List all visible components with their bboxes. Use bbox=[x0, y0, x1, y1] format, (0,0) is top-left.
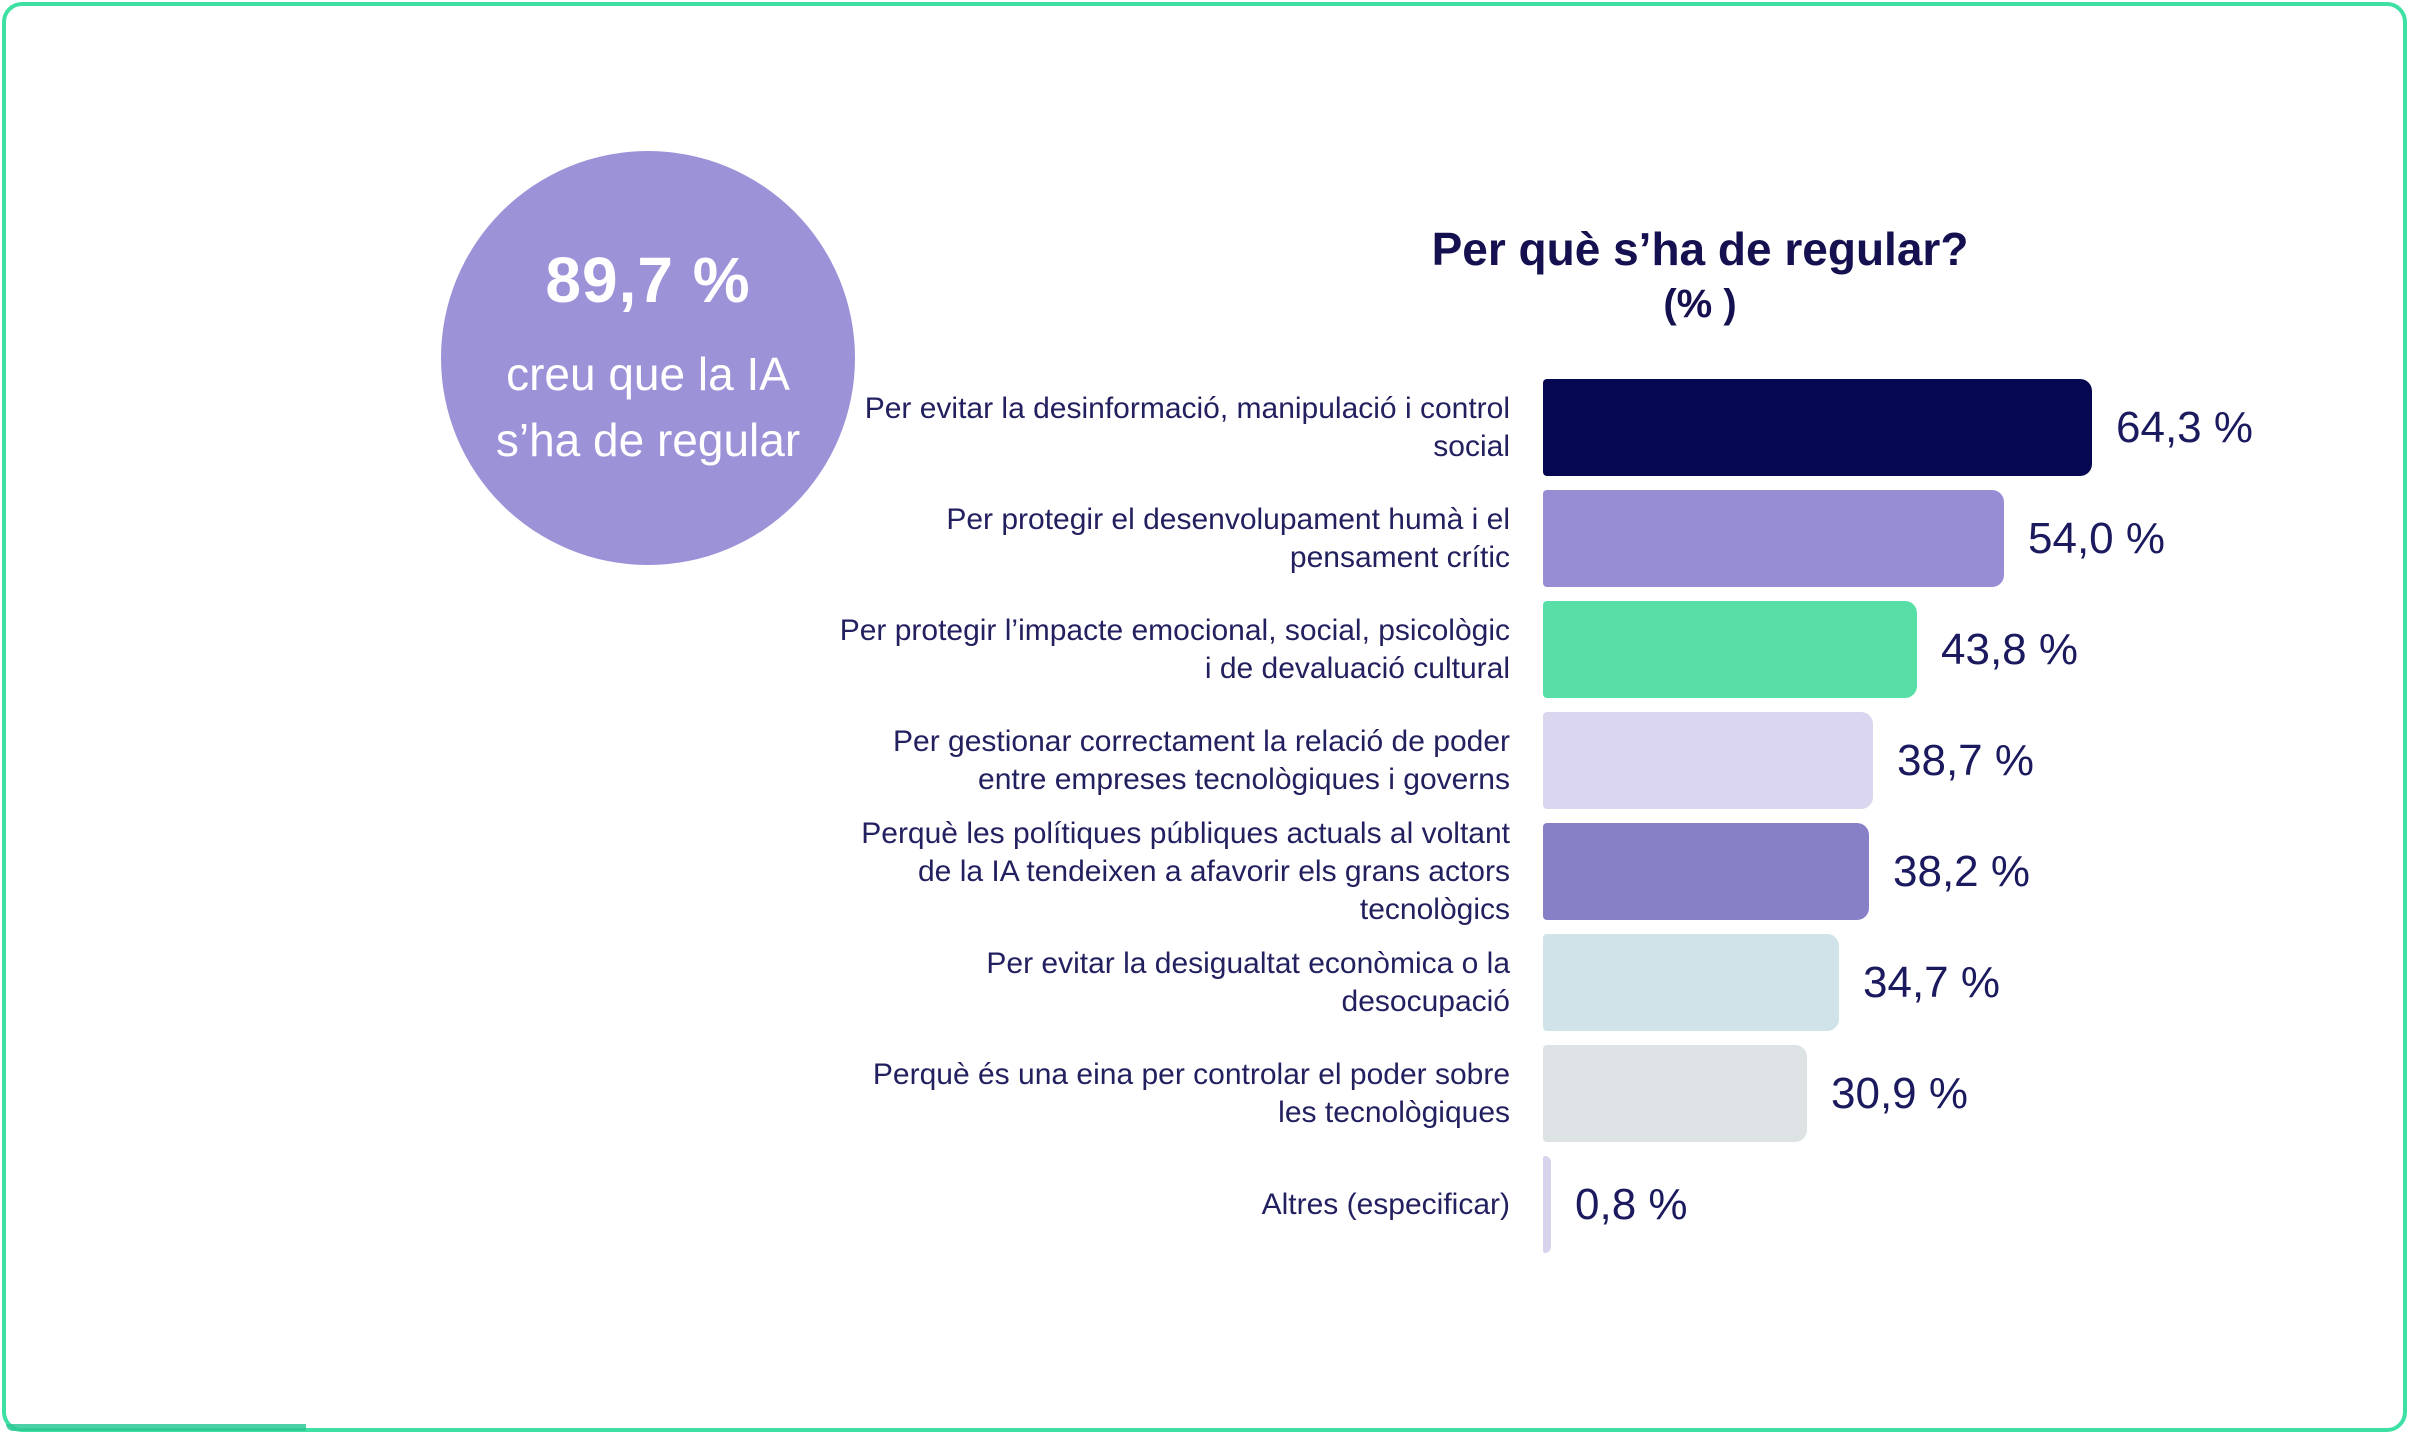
bar bbox=[1543, 1156, 1551, 1253]
bar-category-label: Per gestionar correctament la relació de… bbox=[893, 724, 1510, 796]
bar bbox=[1543, 490, 2004, 587]
bar-row: Per evitar la desinformació, manipulació… bbox=[830, 372, 2390, 483]
bar-category-label: Altres (especificar) bbox=[1261, 1187, 1510, 1221]
bar bbox=[1543, 712, 1873, 809]
bar-value-label: 30,9 % bbox=[1831, 1068, 1968, 1118]
bar-track: 30,9 % bbox=[1543, 1045, 2390, 1142]
bar-category-label: Per evitar la desigualtat econòmica o la… bbox=[986, 946, 1510, 1018]
bar-row: Per gestionar correctament la relació de… bbox=[830, 705, 2390, 816]
bar-value-label: 54,0 % bbox=[2028, 513, 2165, 563]
bar-value-label: 38,2 % bbox=[1893, 846, 2030, 896]
bar-category-label: Per protegir l’impacte emocional, social… bbox=[839, 613, 1510, 685]
chart-header: Per què s’ha de regular? (% ) bbox=[1100, 222, 2300, 327]
bar-category-label: Perquè és una eina per controlar el pode… bbox=[872, 1057, 1510, 1129]
chart-subtitle: (% ) bbox=[1663, 282, 1737, 326]
bar-chart: Per evitar la desinformació, manipulació… bbox=[830, 372, 2390, 1260]
bar-value-label: 34,7 % bbox=[1863, 957, 2000, 1007]
bar bbox=[1543, 1045, 1807, 1142]
bar-value-label: 43,8 % bbox=[1941, 624, 2078, 674]
bar-track: 34,7 % bbox=[1543, 934, 2390, 1031]
chart-title: Per què s’ha de regular? bbox=[1431, 223, 1969, 275]
bar-track: 38,2 % bbox=[1543, 823, 2390, 920]
bar-track: 0,8 % bbox=[1543, 1156, 2390, 1253]
circle-percentage: 89,7 % bbox=[545, 244, 751, 316]
bar-category-label: Perquè les polítiques públiques actuals … bbox=[861, 816, 1510, 926]
bar-row: Altres (especificar) 0,8 % bbox=[830, 1149, 2390, 1260]
circle-caption-line1: creu que la IA bbox=[506, 348, 790, 400]
bar-value-label: 38,7 % bbox=[1897, 735, 2034, 785]
bar-value-label: 0,8 % bbox=[1575, 1179, 1688, 1229]
bar-track: 38,7 % bbox=[1543, 712, 2390, 809]
highlight-circle: 89,7 % creu que la IA s’ha de regular bbox=[441, 151, 855, 565]
bar-row: Perquè les polítiques públiques actuals … bbox=[830, 816, 2390, 927]
bar bbox=[1543, 934, 1839, 1031]
bar bbox=[1543, 601, 1917, 698]
circle-caption-line2: s’ha de regular bbox=[495, 414, 801, 466]
bar bbox=[1543, 379, 2092, 476]
bar-row: Perquè és una eina per controlar el pode… bbox=[830, 1038, 2390, 1149]
frame-bottom-left-accent bbox=[6, 1424, 306, 1431]
bar-row: Per protegir l’impacte emocional, social… bbox=[830, 594, 2390, 705]
bar-row: Per evitar la desigualtat econòmica o la… bbox=[830, 927, 2390, 1038]
bar-track: 43,8 % bbox=[1543, 601, 2390, 698]
bar-category-label: Per protegir el desenvolupament humà i e… bbox=[946, 502, 1510, 574]
bar-category-label: Per evitar la desinformació, manipulació… bbox=[864, 391, 1510, 463]
bar bbox=[1543, 823, 1869, 920]
bar-value-label: 64,3 % bbox=[2116, 402, 2253, 452]
bar-row: Per protegir el desenvolupament humà i e… bbox=[830, 483, 2390, 594]
bar-track: 54,0 % bbox=[1543, 490, 2390, 587]
bar-track: 64,3 % bbox=[1543, 379, 2390, 476]
